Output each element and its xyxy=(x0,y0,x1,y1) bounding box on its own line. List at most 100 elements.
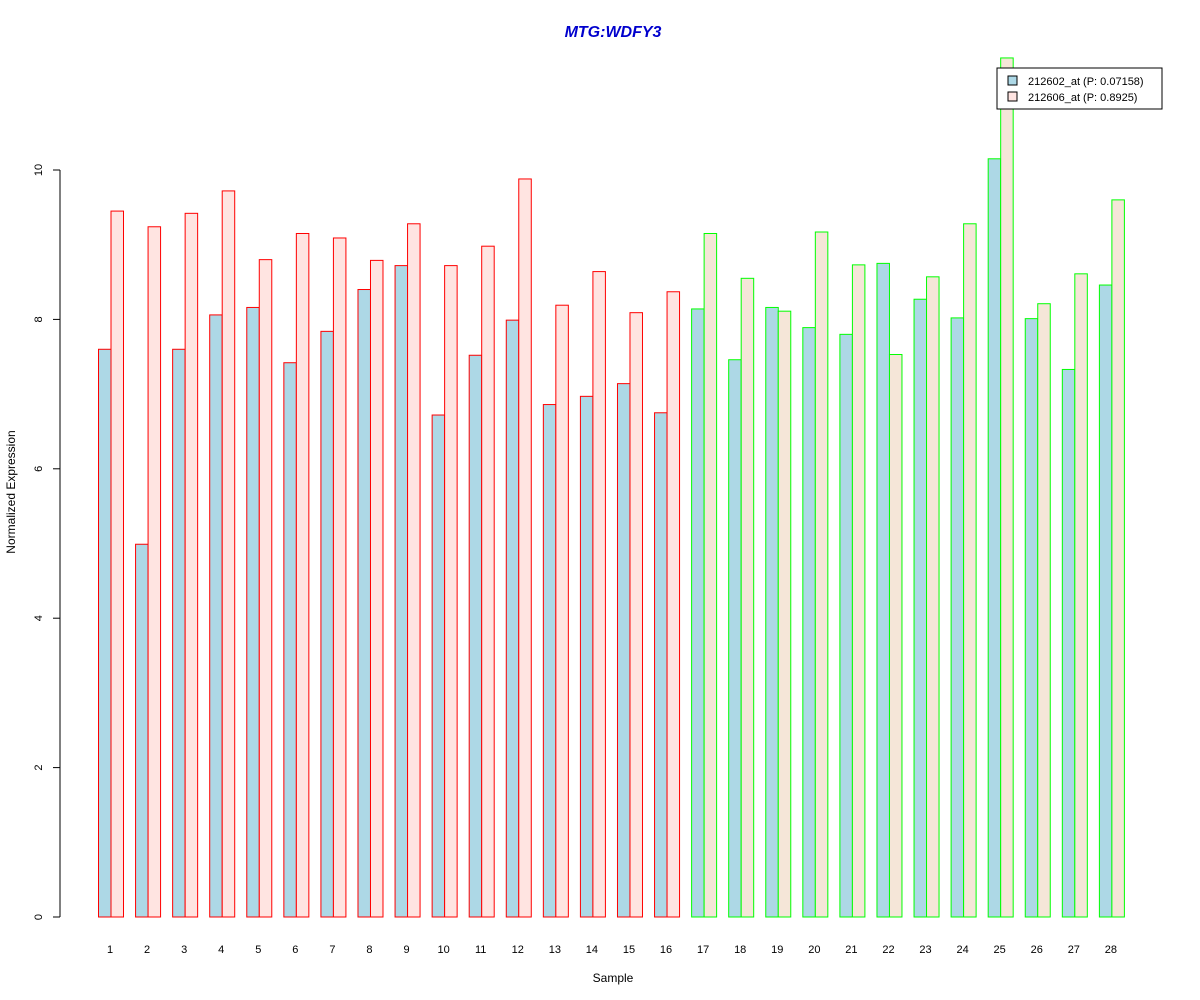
bar-series-2 xyxy=(444,265,458,918)
bars xyxy=(98,57,1125,918)
bar-series-1 xyxy=(876,262,890,918)
bar-series-2 xyxy=(666,291,681,918)
bar-series-2 xyxy=(481,245,495,918)
x-tick-label: 6 xyxy=(292,944,298,956)
bar-series-2 xyxy=(926,276,940,918)
y-axis: 0 2 4 6 8 10 xyxy=(33,164,61,920)
bar-series-2 xyxy=(777,310,792,918)
x-axis: 1 2 3 4 5 6 7 8 9 10 11 12 13 14 15 16 17 18 19 20 21 22 23 24 2… xyxy=(107,944,1117,956)
x-tick-label: 7 xyxy=(329,944,335,956)
x-tick-label: 15 xyxy=(623,944,635,956)
bar-series-1 xyxy=(691,308,705,918)
bar-series-1 xyxy=(1098,284,1113,918)
bar-series-1 xyxy=(950,317,965,918)
x-tick-label: 18 xyxy=(734,944,746,956)
bar-series-1 xyxy=(283,362,297,918)
x-tick-label: 3 xyxy=(181,944,187,956)
x-tick-label: 13 xyxy=(549,944,561,956)
bar-series-2 xyxy=(1037,303,1051,918)
bar-series-2 xyxy=(147,226,162,918)
bar-series-1 xyxy=(320,330,334,918)
bar-series-2 xyxy=(629,312,643,918)
bar-series-1 xyxy=(654,412,668,918)
x-tick-label: 21 xyxy=(845,944,857,956)
x-tick-label: 28 xyxy=(1105,944,1117,956)
bar-series-2 xyxy=(221,190,236,918)
bar-series-2 xyxy=(888,354,903,918)
bar-series-1 xyxy=(728,359,742,918)
bar-series-2 xyxy=(1000,57,1014,918)
bar-series-1 xyxy=(839,333,853,918)
x-tick-label: 9 xyxy=(403,944,409,956)
x-axis-title: Sample xyxy=(593,971,634,985)
bar-series-1 xyxy=(431,414,446,918)
legend-swatch-series-2 xyxy=(1007,91,1018,102)
bar-series-2 xyxy=(555,304,569,918)
bar-series-2 xyxy=(332,237,347,918)
bar-series-2 xyxy=(295,232,310,918)
bar-series-1 xyxy=(468,354,483,918)
bar-series-2 xyxy=(963,223,977,918)
bar-series-1 xyxy=(209,314,223,918)
bar-series-2 xyxy=(1111,199,1125,918)
bar-series-2 xyxy=(703,232,718,918)
bar-series-1 xyxy=(135,543,149,918)
y-tick-label: 10 xyxy=(33,164,45,176)
bar-series-1 xyxy=(542,404,557,918)
x-tick-label: 5 xyxy=(255,944,261,956)
x-tick-label: 20 xyxy=(808,944,820,956)
bar-series-2 xyxy=(258,259,273,918)
bar-series-2 xyxy=(592,271,606,918)
bar-series-1 xyxy=(987,158,1002,918)
bar-series-2 xyxy=(740,277,755,918)
bar-series-1 xyxy=(357,289,371,918)
bar-series-2 xyxy=(1074,273,1088,918)
y-tick-label: 2 xyxy=(33,765,45,771)
x-tick-label: 12 xyxy=(512,944,524,956)
bar-series-2 xyxy=(184,212,199,918)
bar-series-1 xyxy=(1024,318,1039,918)
bar-series-1 xyxy=(1061,368,1076,918)
bar-series-2 xyxy=(814,231,829,918)
x-tick-label: 19 xyxy=(771,944,783,956)
x-tick-label: 22 xyxy=(882,944,894,956)
legend-box xyxy=(996,67,1163,110)
bar-series-2 xyxy=(407,223,421,918)
x-tick-label: 14 xyxy=(586,944,598,956)
bar-series-1 xyxy=(98,348,112,918)
x-tick-label: 11 xyxy=(475,944,486,956)
y-tick-label: 6 xyxy=(33,466,45,472)
bar-series-1 xyxy=(913,298,928,918)
y-tick-label: 4 xyxy=(33,615,45,621)
chart-title: MTG:WDFY3 xyxy=(565,24,662,41)
bar-series-2 xyxy=(851,264,866,918)
legend-label-series-2: 212606_at (P: 0.8925) xyxy=(1028,92,1137,104)
legend-label-series-1: 212602_at (P: 0.07158) xyxy=(1028,76,1144,88)
x-tick-label: 4 xyxy=(218,944,224,956)
bar-series-1 xyxy=(616,383,631,918)
bar-series-1 xyxy=(802,327,816,918)
x-tick-label: 25 xyxy=(994,944,1006,956)
x-tick-label: 27 xyxy=(1068,944,1080,956)
bar-series-1 xyxy=(246,306,260,918)
legend: 212602_at (P: 0.07158) 212606_at (P: 0.8… xyxy=(996,67,1163,110)
bar-series-2 xyxy=(369,259,384,918)
x-tick-label: 2 xyxy=(144,944,150,956)
x-tick-label: 10 xyxy=(438,944,450,956)
x-tick-label: 24 xyxy=(956,944,968,956)
x-tick-label: 17 xyxy=(697,944,709,956)
bar-series-1 xyxy=(394,265,409,918)
x-tick-label: 8 xyxy=(366,944,372,956)
y-tick-label: 8 xyxy=(33,316,45,322)
bar-series-2 xyxy=(518,178,532,918)
x-tick-label: 16 xyxy=(660,944,672,956)
y-axis-title: Normalized Expression xyxy=(4,430,18,553)
bar-series-1 xyxy=(579,395,594,918)
bar-series-1 xyxy=(765,306,779,918)
y-tick-label: 0 xyxy=(33,914,45,920)
legend-swatch-series-1 xyxy=(1007,75,1018,86)
bar-series-2 xyxy=(110,210,124,918)
bar-series-1 xyxy=(505,319,520,918)
x-tick-label: 1 xyxy=(107,944,113,956)
